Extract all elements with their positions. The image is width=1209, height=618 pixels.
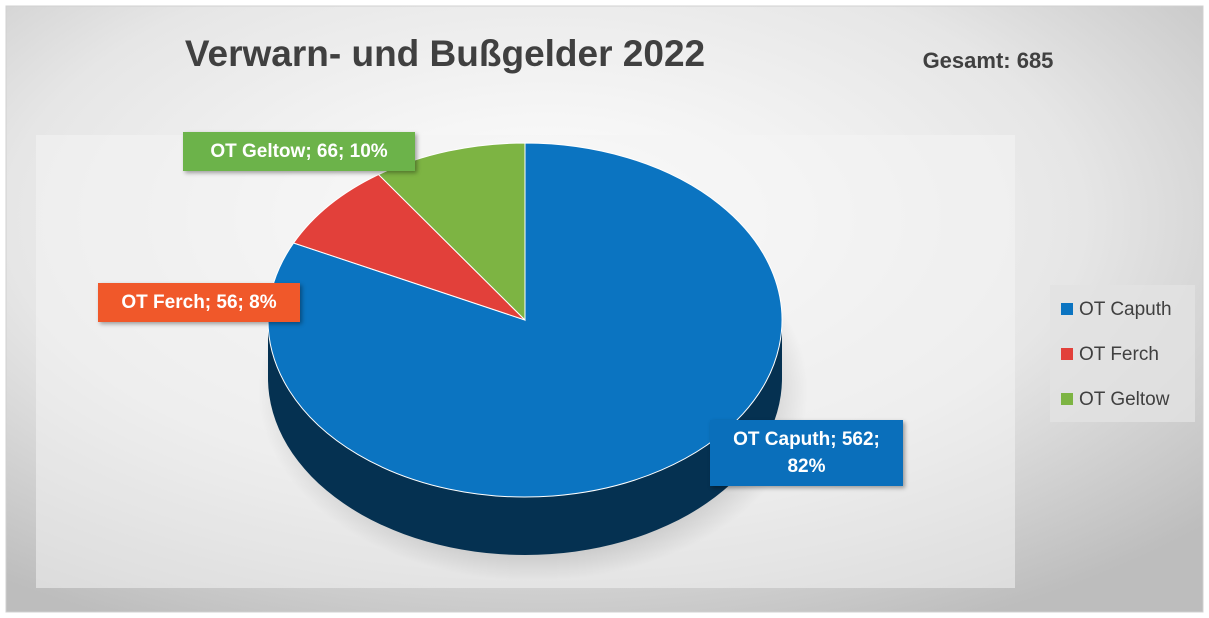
legend-label: OT Ferch [1079, 344, 1159, 365]
legend-box [1050, 285, 1195, 422]
legend-swatch [1061, 348, 1073, 360]
data-label: OT Ferch; 56; 8% [98, 283, 300, 322]
data-label: OT Caputh; 562; 82% [710, 420, 903, 486]
legend-label: OT Caputh [1079, 299, 1172, 320]
data-label: OT Geltow; 66; 10% [183, 132, 415, 171]
annotation: Gesamt: 685 [923, 48, 1054, 73]
legend-swatch [1061, 303, 1073, 315]
legend-label: OT Geltow [1079, 389, 1170, 410]
pie-side [268, 320, 782, 555]
legend-swatch [1061, 393, 1073, 405]
pie-slice [377, 142, 526, 322]
chart-title: Verwarn- und Bußgelder 2022 [185, 33, 705, 74]
pie-slice [292, 173, 526, 321]
